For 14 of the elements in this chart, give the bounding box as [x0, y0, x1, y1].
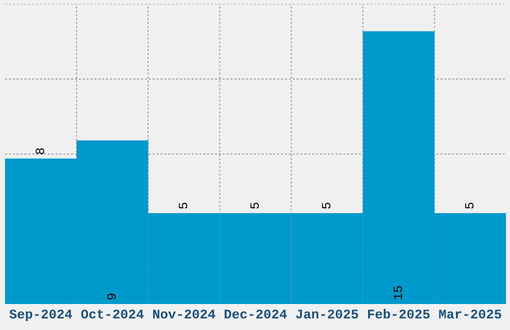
data-label: 5 [178, 202, 188, 209]
x-tick-label: Feb-2025 [368, 308, 430, 319]
x-tick-label: Dec-2024 [224, 310, 287, 319]
x-tick-label: Sep-2024 [9, 310, 72, 322]
x-tick-label: Oct-2024 [81, 310, 144, 319]
data-label: 5 [250, 202, 259, 209]
x-tick-label: Mar-2025 [439, 310, 502, 319]
data-label: 8 [36, 148, 44, 154]
x-tick-label: Jan-2025 [296, 310, 358, 319]
data-label: 15 [394, 286, 402, 300]
data-label: 9 [107, 294, 116, 300]
data-label: 5 [322, 202, 330, 209]
data-label: 5 [465, 202, 474, 209]
x-tick-label: Nov-2024 [153, 310, 216, 319]
